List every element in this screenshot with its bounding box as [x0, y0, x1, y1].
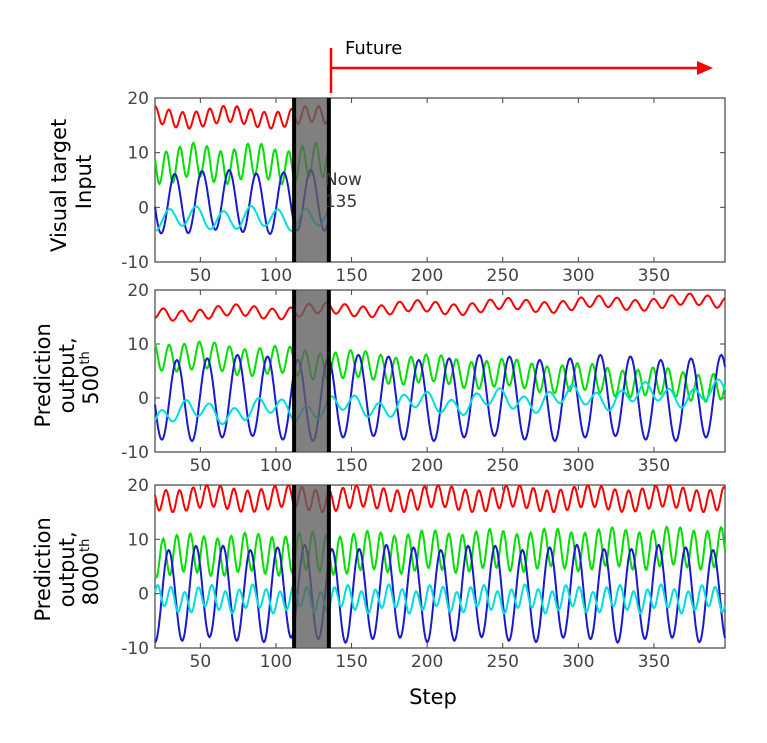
panel-0-now-label-0: Now — [325, 170, 362, 190]
panel-1-ytick-label: -10 — [121, 443, 149, 463]
panel-1-ytick-label: 10 — [127, 335, 149, 355]
panel-1-ytick-label: 20 — [127, 281, 149, 301]
panel-2-now-window — [294, 485, 329, 648]
panel-0-xtick-label: 100 — [260, 266, 292, 286]
future-annotation: Future — [329, 38, 713, 93]
x-axis-label: Step — [409, 685, 457, 709]
panel-1-xtick-label: 200 — [411, 456, 443, 476]
panel-2-ytick-label: 10 — [127, 530, 149, 550]
panel-1-xtick-label: 100 — [260, 456, 292, 476]
panel-2-ylabel: Prediction output, 8000th — [31, 510, 103, 621]
panel-0-xtick-label: 250 — [487, 266, 519, 286]
future-arrow-head — [697, 61, 713, 75]
panel-1-ylabel-line-2: output, — [55, 337, 79, 413]
panel-2-ytick-label: -10 — [121, 639, 149, 659]
panel-0-ytick-label: 20 — [127, 89, 149, 109]
panel-2-series-green — [154, 525, 726, 579]
panel-1-xtick-label: 250 — [487, 456, 519, 476]
panel-0-ylabel-line-2: Input — [72, 155, 96, 209]
panel-0-ytick-label: -10 — [121, 253, 149, 273]
panel-2-series-blue — [154, 543, 726, 644]
panel-1-ylabel-sup: th — [78, 351, 93, 364]
panel-0-xtick-label: 200 — [411, 266, 443, 286]
panel-0-ytick-label: 0 — [138, 198, 149, 218]
panel-2-ytick-label: 0 — [138, 585, 149, 605]
panel-2-ylabel-line-1: Prediction — [31, 517, 55, 621]
panel-2-ylabel-sup: th — [78, 539, 93, 552]
panel-1-series-cyan — [154, 378, 726, 426]
panel-2-xtick-label: 300 — [562, 652, 594, 672]
panel-1-series-red — [154, 292, 726, 323]
panel-2-xtick-label: 150 — [335, 652, 367, 672]
panel-prediction-500: Prediction output, 500th 50 100 150 200 250 3… — [31, 281, 726, 476]
panel-2-xtick-label: 250 — [487, 652, 519, 672]
panel-1-ytick-label: 0 — [138, 389, 149, 409]
panel-1-ylabel-line-3: 500 — [79, 365, 103, 405]
panel-0-axes-frame — [154, 97, 726, 263]
panel-2-ylabel-line-2: output, — [55, 531, 79, 607]
panel-1-ylabel: Prediction output, 500th — [31, 316, 103, 427]
panel-visual-target-input: Visual target Input 50 100 150 200 250 300 350… — [47, 89, 726, 286]
panel-0-ytick-label: 10 — [127, 144, 149, 164]
future-label: Future — [345, 38, 402, 59]
panel-0-xtick-label: 50 — [190, 266, 212, 286]
panel-1-xtick-label: 50 — [190, 456, 212, 476]
panel-0-ylabel: Visual target Input — [47, 112, 96, 252]
panel-2-series-cyan — [154, 583, 726, 615]
panel-1-xtick-label: 300 — [562, 456, 594, 476]
panel-prediction-8000: Prediction output, 8000th 50 100 150 200 250… — [31, 476, 726, 672]
panel-2-ylabel-line-3: 8000 — [79, 552, 103, 605]
panel-2-ytick-label: 20 — [127, 476, 149, 496]
panel-1-now-window — [294, 290, 329, 452]
panel-1-series-green — [154, 340, 726, 403]
panel-2-xtick-label: 50 — [190, 652, 212, 672]
panel-0-xtick-label: 300 — [562, 266, 594, 286]
panel-1-ylabel-line-1: Prediction — [31, 323, 55, 427]
panel-2-series-red — [154, 484, 726, 514]
panel-1-xtick-label: 350 — [638, 456, 670, 476]
panel-1-xtick-label: 150 — [335, 456, 367, 476]
panel-2-xtick-label: 350 — [638, 652, 670, 672]
panel-0-xtick-label: 150 — [335, 266, 367, 286]
panel-0-now-window — [294, 98, 329, 262]
panel-0-ylabel-line-1: Visual target — [47, 119, 71, 252]
panel-2-xtick-label: 200 — [411, 652, 443, 672]
panel-2-xtick-label: 100 — [260, 652, 292, 672]
panel-0-now-label-1: 135 — [325, 192, 357, 212]
panel-0-xtick-label: 350 — [638, 266, 670, 286]
